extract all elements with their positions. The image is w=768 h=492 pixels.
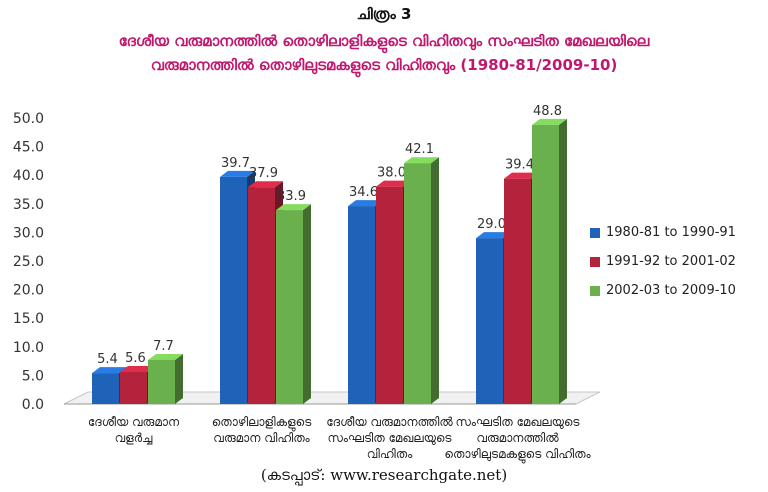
legend-item-3: 2002-03 to 2009-10 [590, 276, 765, 305]
legend-label-3: 2002-03 to 2009-10 [606, 283, 736, 298]
bar-top [248, 181, 283, 188]
bar-top [276, 204, 311, 211]
bar-top [348, 200, 383, 207]
bar [504, 178, 531, 404]
x-category-label: ദേശീയ വരുമാന [88, 415, 180, 429]
legend-label-1: 1980-81 to 1990-91 [606, 225, 736, 240]
data-label: 34.6 [349, 185, 378, 200]
legend-swatch-1 [590, 227, 600, 238]
chart-title-line-2: വരുമാനത്തിൽ തൊഴിലുടമകളുടെ വിഹിതവും (1980… [150, 56, 618, 74]
x-category-label: സംഘടിത മേഖലയുടെ [455, 415, 580, 430]
bar-top [532, 118, 567, 125]
x-category-label: തൊഴിലുടമകളുടെ വിഹിതം [444, 447, 591, 464]
bar-top [120, 365, 155, 372]
bar-side [559, 118, 567, 404]
bar-top [220, 170, 255, 177]
y-tick-label: 25.0 [13, 254, 44, 270]
y-tick-label: 20.0 [13, 283, 44, 299]
y-tick-label: 5.0 [22, 368, 44, 384]
legend-swatch-3 [590, 285, 600, 296]
data-label: 37.9 [249, 166, 278, 181]
bar [476, 238, 503, 404]
data-label: 38.0 [377, 166, 406, 181]
bar-side [431, 157, 439, 404]
legend-item-1: 1980-81 to 1990-91 [590, 218, 765, 247]
x-category-label: വിഹിതം [367, 447, 413, 461]
x-category-label: വരുമാനത്തിൽ [476, 431, 559, 445]
y-tick-label: 40.0 [13, 168, 44, 184]
data-label: 39.4 [505, 158, 534, 173]
bar [220, 176, 247, 404]
bar [532, 124, 559, 404]
bar [348, 206, 375, 404]
chart-legend: 1980-81 to 1990-91 1991-92 to 2001-02 20… [590, 218, 765, 305]
x-category-label: വളർച്ച [115, 431, 154, 445]
figure-label: ചിത്രം 3 [356, 5, 412, 23]
y-tick-label: 30.0 [13, 225, 44, 241]
y-tick-label: 15.0 [13, 311, 44, 327]
x-category-label: ദേശീയ വരുമാനത്തിൽ [326, 415, 453, 429]
bar [120, 371, 147, 404]
bar [248, 187, 275, 404]
x-category-label: തൊഴിലാളികളുടെ [212, 415, 312, 432]
bar [376, 186, 403, 404]
bar [148, 359, 175, 404]
data-label: 5.4 [97, 352, 118, 367]
data-label: 48.8 [533, 104, 562, 119]
bar-side [175, 353, 183, 404]
source-credit: (കടപ്പാട്: www.researchgate.net) [260, 466, 508, 484]
y-tick-label: 0.0 [22, 397, 44, 413]
chart-title-line-1: ദേശീയ വരുമാനത്തിൽ തൊഴിലാളികളുടെ വിഹിതവും… [118, 32, 650, 50]
x-category-label: വരുമാന വിഹിതം [213, 431, 310, 445]
bar [92, 373, 119, 404]
data-label: 39.7 [221, 156, 250, 171]
bar [404, 163, 431, 404]
data-label: 29.0 [477, 217, 506, 232]
data-label: 42.1 [405, 142, 434, 157]
bar-top [476, 232, 511, 239]
x-category-label: സംഘടിത മേഖലയുടെ [327, 431, 452, 446]
legend-label-2: 1991-92 to 2001-02 [606, 254, 736, 269]
y-tick-label: 50.0 [13, 111, 44, 127]
legend-item-2: 1991-92 to 2001-02 [590, 247, 765, 276]
bar-top [404, 157, 439, 164]
data-label: 5.6 [125, 351, 146, 366]
y-tick-label: 35.0 [13, 197, 44, 213]
bar-top [376, 180, 411, 187]
data-label: 33.9 [277, 189, 306, 204]
bar-side [303, 204, 311, 404]
legend-swatch-2 [590, 256, 600, 267]
data-label: 7.7 [153, 339, 174, 354]
bar-top [148, 353, 183, 360]
y-tick-label: 45.0 [13, 140, 44, 156]
bar [276, 210, 303, 404]
y-tick-label: 10.0 [13, 340, 44, 356]
bar-top [92, 367, 127, 374]
bar-top [504, 172, 539, 179]
